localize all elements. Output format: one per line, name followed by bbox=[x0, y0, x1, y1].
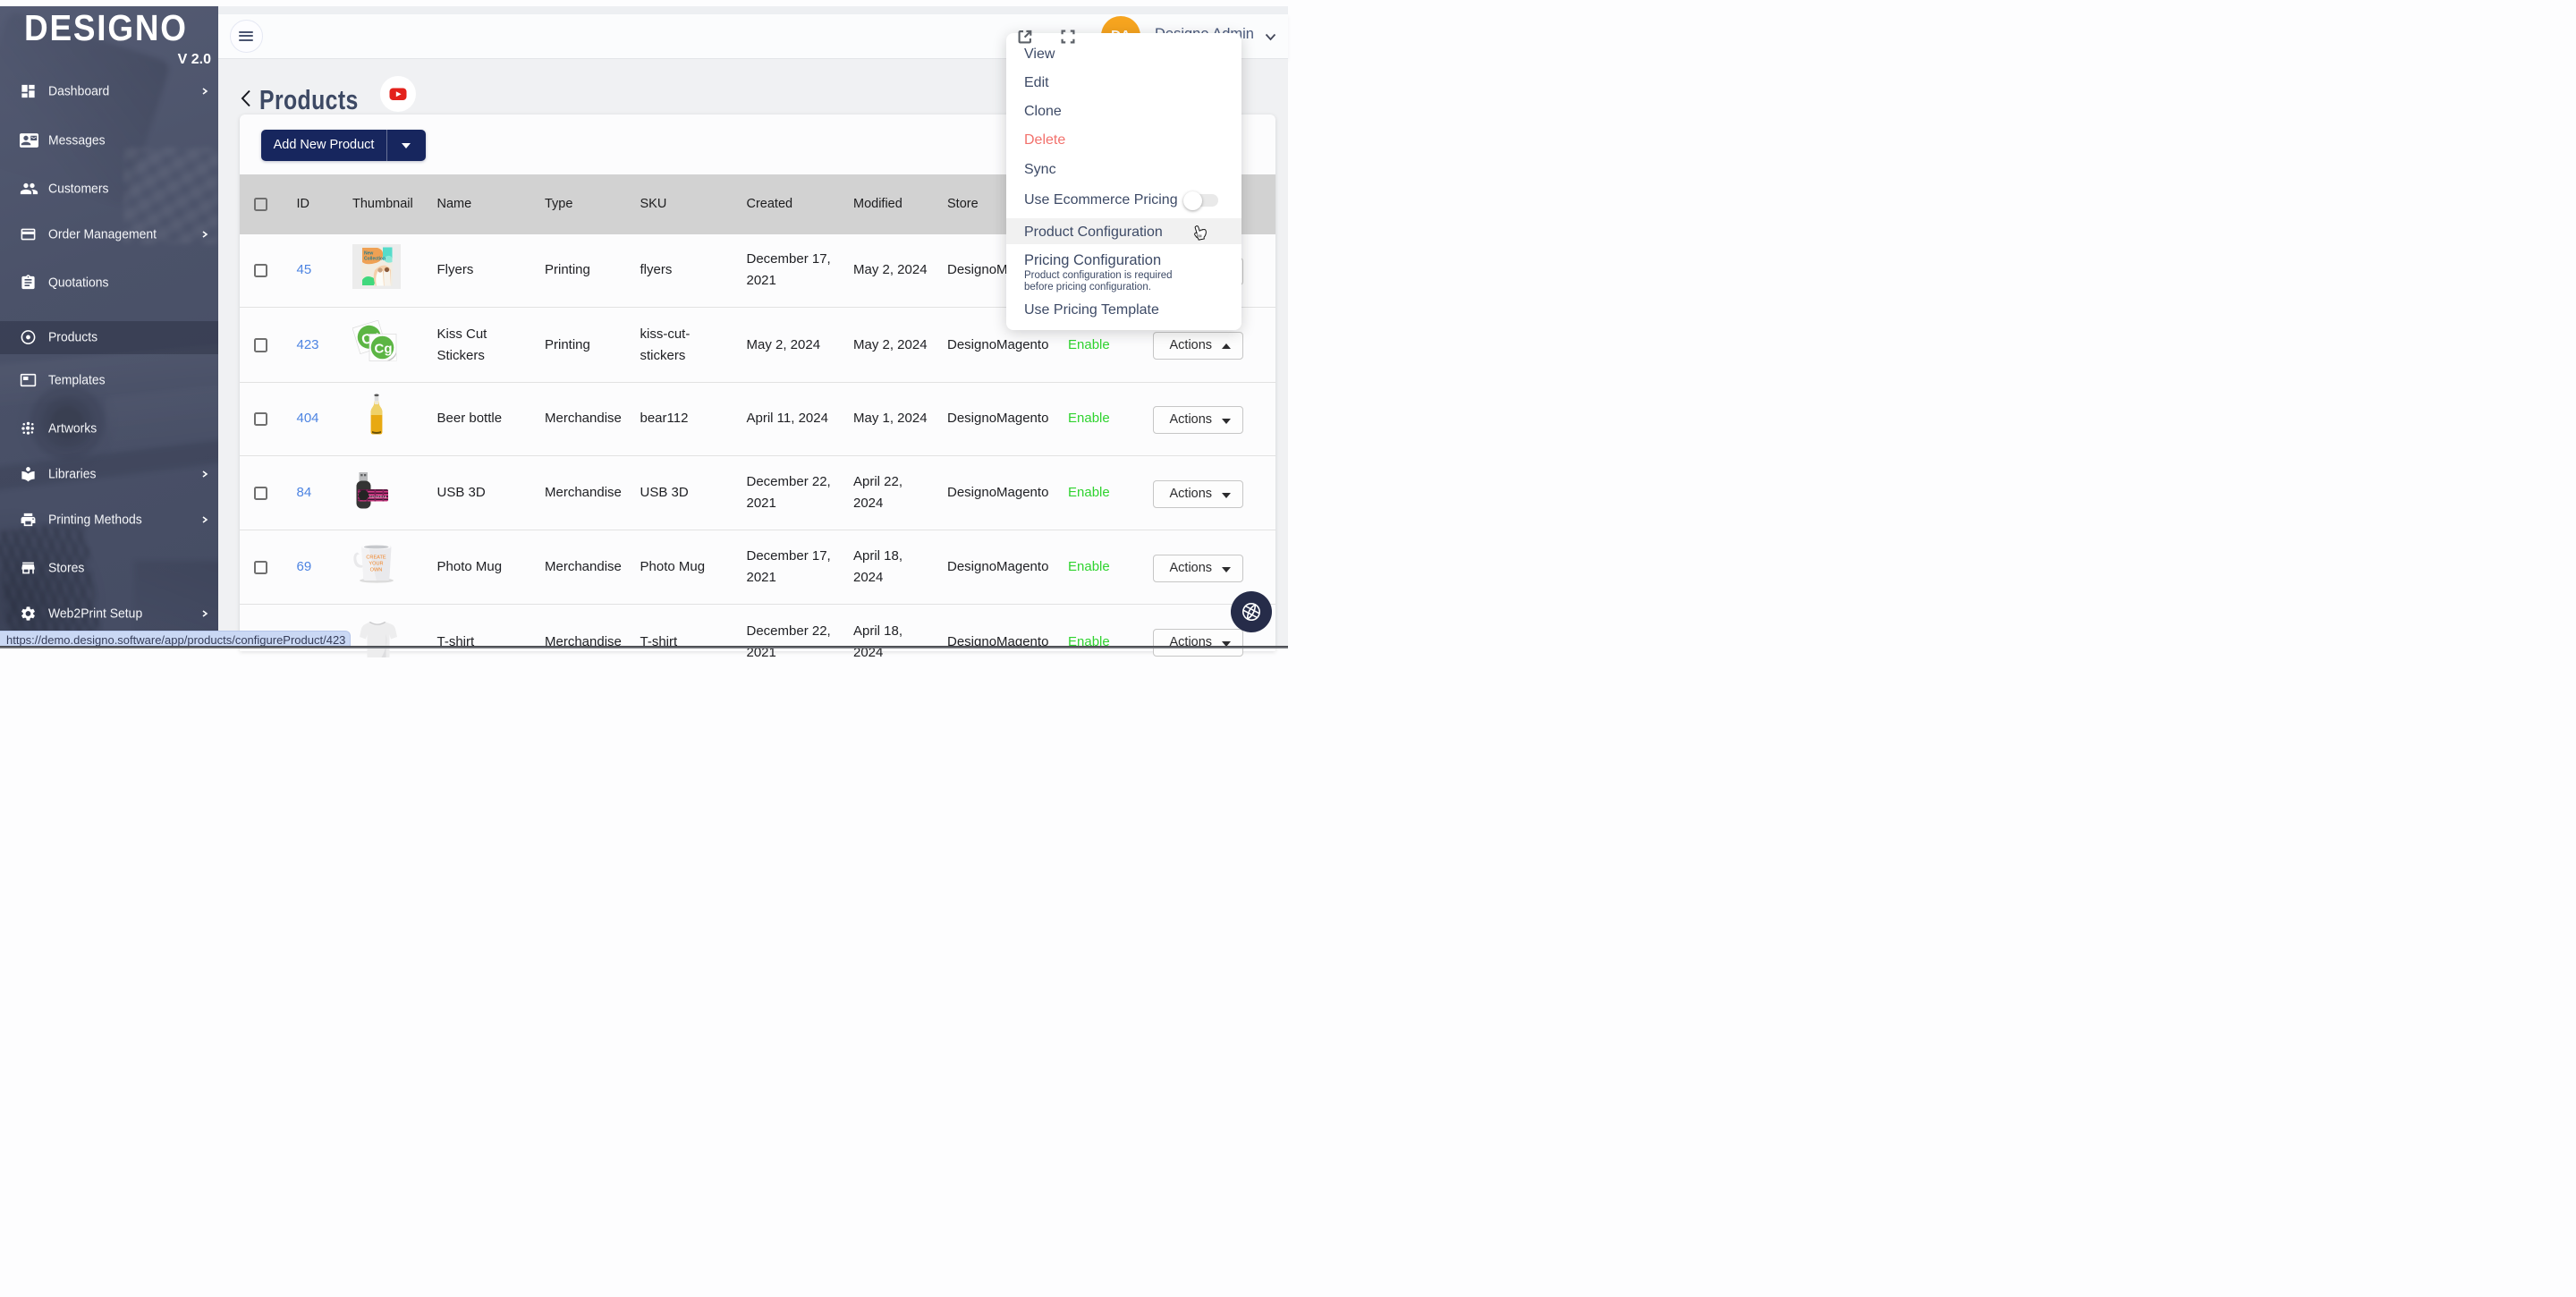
svg-text:New: New bbox=[364, 251, 373, 257]
svg-text:OWN: OWN bbox=[370, 568, 383, 573]
svg-text:Collection: Collection bbox=[364, 257, 386, 262]
svg-text:Calathia: Calathia bbox=[369, 496, 387, 500]
svg-text:Cg: Cg bbox=[375, 341, 393, 356]
svg-text:CREATE: CREATE bbox=[366, 555, 386, 561]
svg-text:YOUR: YOUR bbox=[369, 562, 383, 567]
